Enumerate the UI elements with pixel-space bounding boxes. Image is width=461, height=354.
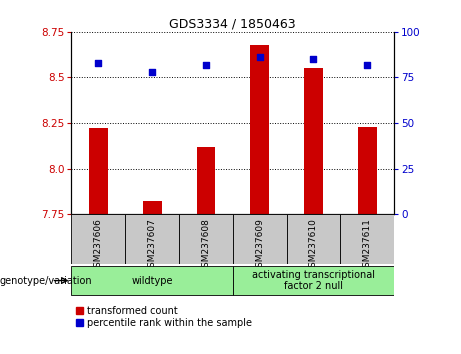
Bar: [233, 266, 394, 295]
Text: GSM237607: GSM237607: [148, 218, 157, 273]
Bar: [358, 127, 377, 214]
Bar: [89, 129, 108, 214]
Point: [202, 62, 210, 68]
Point: [148, 69, 156, 75]
Bar: [179, 214, 233, 264]
Text: GSM237606: GSM237606: [94, 218, 103, 273]
Legend: transformed count, percentile rank within the sample: transformed count, percentile rank withi…: [77, 306, 252, 328]
Bar: [71, 266, 233, 295]
Text: genotype/variation: genotype/variation: [0, 275, 93, 286]
Text: GSM237609: GSM237609: [255, 218, 264, 273]
Bar: [340, 214, 394, 264]
Bar: [304, 68, 323, 214]
Bar: [143, 201, 161, 214]
Text: GSM237611: GSM237611: [363, 218, 372, 273]
Text: GSM237608: GSM237608: [201, 218, 210, 273]
Point: [95, 60, 102, 66]
Bar: [71, 214, 125, 264]
Point: [256, 55, 263, 60]
Point: [310, 56, 317, 62]
Text: wildtype: wildtype: [131, 275, 173, 286]
Text: GSM237610: GSM237610: [309, 218, 318, 273]
Bar: [196, 147, 215, 214]
Bar: [125, 214, 179, 264]
Point: [364, 62, 371, 68]
Bar: [250, 45, 269, 214]
Bar: [233, 214, 287, 264]
Text: activating transcriptional
factor 2 null: activating transcriptional factor 2 null: [252, 270, 375, 291]
Bar: [287, 214, 340, 264]
Title: GDS3334 / 1850463: GDS3334 / 1850463: [170, 18, 296, 31]
